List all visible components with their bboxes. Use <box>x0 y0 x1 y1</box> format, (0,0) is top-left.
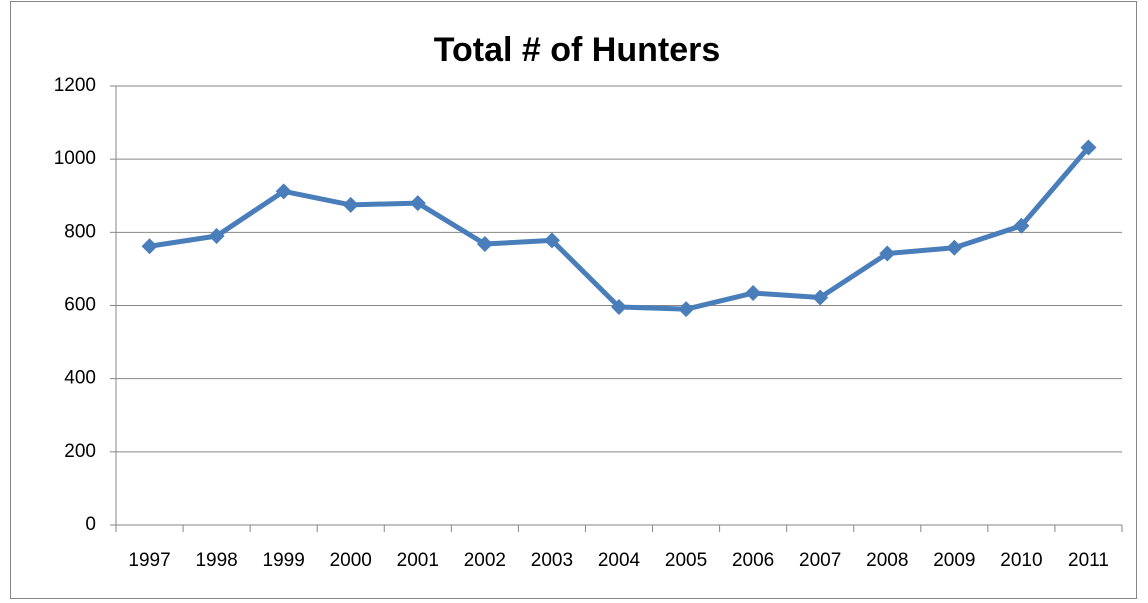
x-tick-label: 2002 <box>464 550 506 571</box>
data-marker <box>275 183 292 200</box>
data-marker <box>1013 217 1030 234</box>
data-marker <box>745 285 762 302</box>
data-marker <box>476 236 493 253</box>
x-tick-label: 1997 <box>128 550 170 571</box>
x-tick-label: 1999 <box>263 550 305 571</box>
y-tick-label: 0 <box>85 514 96 535</box>
chart-frame <box>10 1 1137 599</box>
data-marker <box>208 227 225 244</box>
x-tick-label: 2010 <box>1000 550 1042 571</box>
x-tick-label: 2003 <box>531 550 573 571</box>
y-tick-label: 800 <box>64 221 96 242</box>
x-tick-label: 2006 <box>732 550 774 571</box>
data-marker <box>678 301 695 318</box>
chart-title: Total # of Hunters <box>434 31 721 69</box>
x-tick-label: 2000 <box>330 550 372 571</box>
data-marker <box>409 195 426 212</box>
x-tick-label: 1998 <box>195 550 237 571</box>
y-tick-label: 1000 <box>54 148 96 169</box>
x-tick-label: 2007 <box>799 550 841 571</box>
data-marker <box>611 298 627 315</box>
x-tick-label: 2001 <box>397 550 439 571</box>
x-tick-label: 2008 <box>866 550 908 571</box>
x-tick-label: 2011 <box>1068 550 1109 571</box>
y-tick-label: 600 <box>64 295 96 316</box>
x-tick-label: 2005 <box>665 550 707 571</box>
y-tick-label: 1200 <box>54 75 96 96</box>
data-marker <box>1080 139 1097 156</box>
data-marker <box>543 232 560 249</box>
x-tick-label: 2009 <box>933 550 975 571</box>
data-marker <box>946 239 963 256</box>
data-marker <box>879 245 896 262</box>
data-marker <box>812 289 829 306</box>
y-tick-label: 400 <box>64 368 96 389</box>
y-tick-label: 200 <box>64 441 96 462</box>
data-marker <box>141 238 158 255</box>
data-marker <box>342 196 359 213</box>
x-tick-label: 2004 <box>598 550 641 571</box>
